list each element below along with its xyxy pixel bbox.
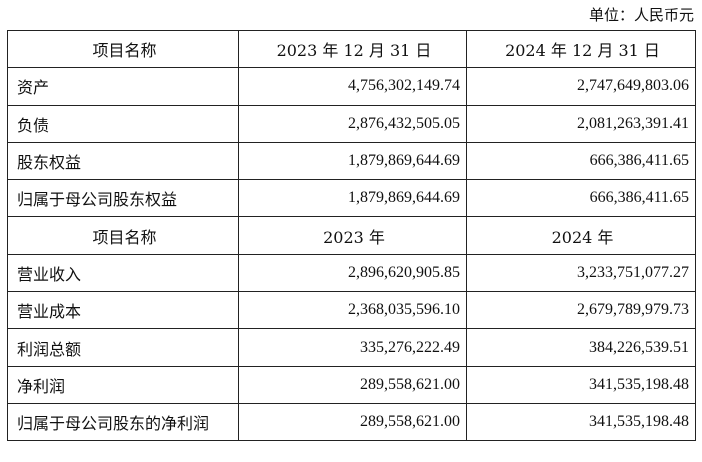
value-2023: 2,368,035,596.10	[238, 291, 467, 330]
row-label: 净利润	[7, 365, 239, 404]
table-row: 营业成本 2,368,035,596.10 2,679,789,979.73	[7, 291, 696, 330]
table-row: 利润总额 335,276,222.49 384,226,539.51	[7, 328, 696, 367]
table-row: 营业收入 2,896,620,905.85 3,233,751,077.27	[7, 253, 696, 293]
row-label: 股东权益	[7, 141, 239, 181]
value-2024: 2,081,263,391.41	[466, 104, 696, 143]
row-label: 资产	[7, 67, 239, 106]
table-row: 净利润 289,558,621.00 341,535,198.48	[7, 365, 696, 404]
header-item-name: 项目名称	[7, 29, 239, 69]
value-2024: 666,386,411.65	[466, 179, 696, 218]
table-row: 归属于母公司股东权益 1,879,869,644.69 666,386,411.…	[7, 179, 696, 218]
row-label: 负债	[7, 104, 239, 143]
row-label: 营业成本	[7, 291, 239, 330]
header-date-2023: 2023 年 12 月 31 日	[238, 29, 467, 69]
value-2024: 384,226,539.51	[466, 328, 696, 367]
value-2023: 4,756,302,149.74	[238, 67, 467, 106]
income-header-row: 项目名称 2023 年 2024 年	[7, 216, 696, 255]
row-label: 营业收入	[7, 253, 239, 293]
value-2023: 2,876,432,505.05	[238, 104, 467, 143]
header-year-2024: 2024 年	[466, 216, 696, 255]
value-2024: 341,535,198.48	[466, 365, 696, 404]
value-2024: 341,535,198.48	[466, 402, 696, 442]
value-2024: 3,233,751,077.27	[466, 253, 696, 293]
header-year-2023: 2023 年	[238, 216, 467, 255]
row-label: 归属于母公司股东的净利润	[7, 402, 239, 442]
table-row: 负债 2,876,432,505.05 2,081,263,391.41	[7, 104, 696, 143]
row-label: 利润总额	[7, 328, 239, 367]
value-2024: 2,747,649,803.06	[466, 67, 696, 106]
table-row: 股东权益 1,879,869,644.69 666,386,411.65	[7, 141, 696, 181]
value-2024: 666,386,411.65	[466, 141, 696, 181]
row-label: 归属于母公司股东权益	[7, 179, 239, 218]
table-row: 归属于母公司股东的净利润 289,558,621.00 341,535,198.…	[7, 402, 696, 442]
value-2023: 289,558,621.00	[238, 365, 467, 404]
unit-label: 单位：人民币元	[588, 6, 694, 24]
financial-summary-table: 项目名称 2023 年 12 月 31 日 2024 年 12 月 31 日 资…	[7, 29, 696, 442]
table-row: 资产 4,756,302,149.74 2,747,649,803.06	[7, 67, 696, 106]
value-2023: 1,879,869,644.69	[238, 179, 467, 218]
balance-header-row: 项目名称 2023 年 12 月 31 日 2024 年 12 月 31 日	[7, 29, 696, 69]
value-2023: 2,896,620,905.85	[238, 253, 467, 293]
value-2023: 1,879,869,644.69	[238, 141, 467, 181]
header-date-2024: 2024 年 12 月 31 日	[466, 29, 696, 69]
value-2023: 289,558,621.00	[238, 402, 467, 442]
value-2024: 2,679,789,979.73	[466, 291, 696, 330]
value-2023: 335,276,222.49	[238, 328, 467, 367]
header-item-name: 项目名称	[7, 216, 239, 255]
